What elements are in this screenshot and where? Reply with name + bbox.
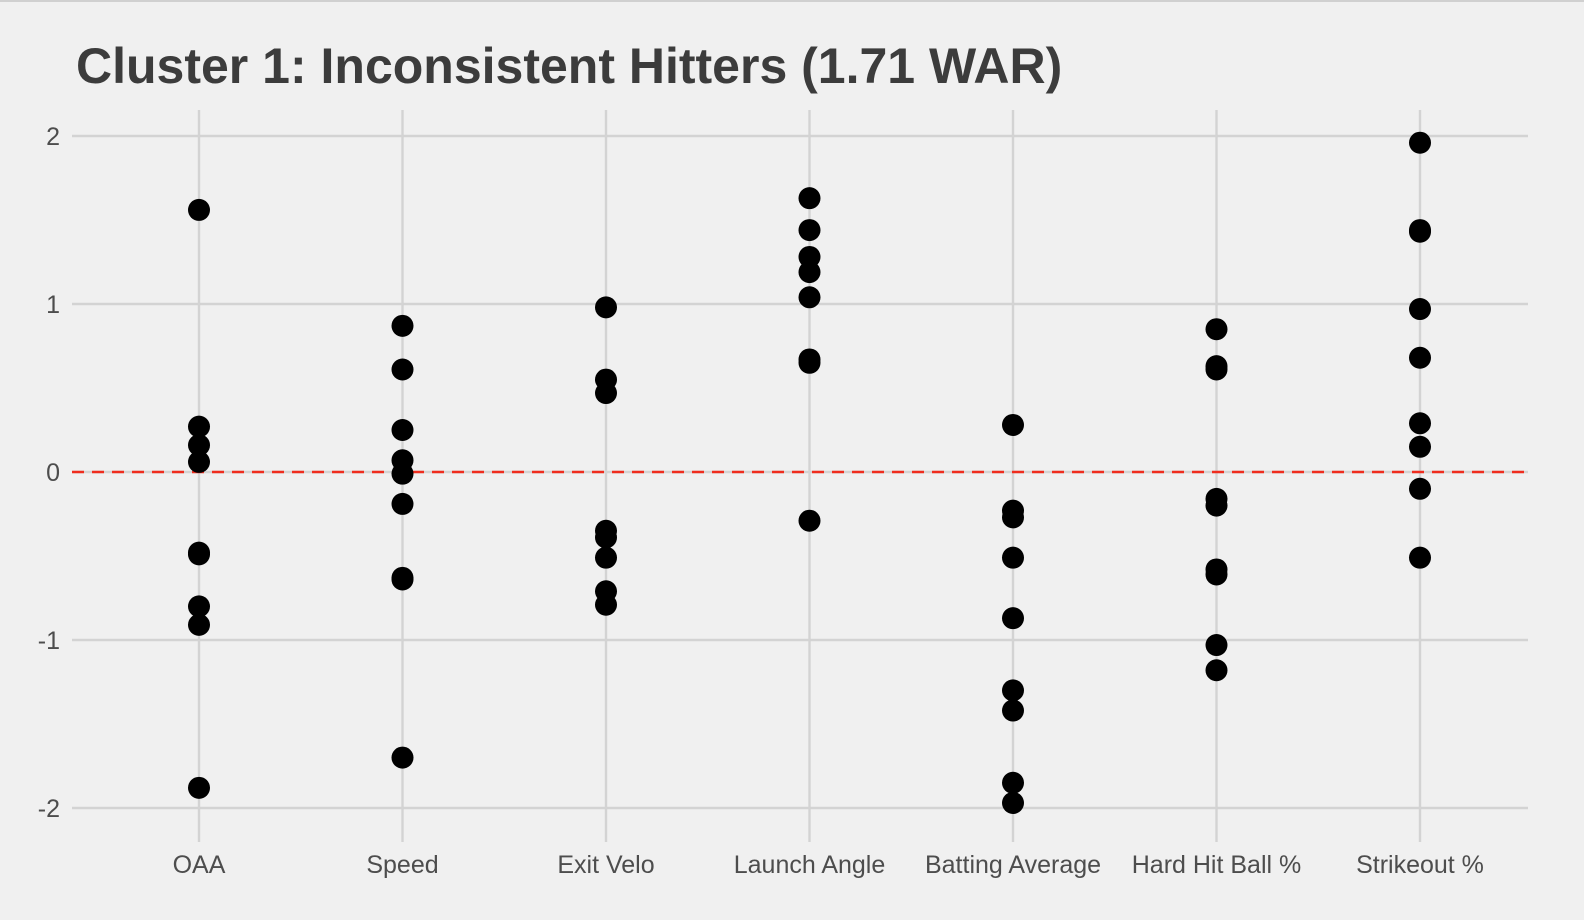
data-point	[391, 358, 414, 381]
data-point	[1205, 634, 1228, 657]
data-point	[1205, 494, 1228, 517]
data-point	[595, 526, 617, 549]
x-tick-label: Hard Hit Ball %	[1132, 851, 1302, 879]
data-point	[188, 543, 210, 566]
points-layer	[188, 131, 1431, 814]
data-point	[1002, 699, 1024, 722]
data-point	[391, 419, 414, 441]
chart-title: Cluster 1: Inconsistent Hitters (1.71 WA…	[76, 38, 1062, 94]
top-rule	[0, 0, 1584, 2]
y-tick-label: 2	[46, 123, 60, 151]
data-point	[798, 286, 821, 309]
data-point	[188, 613, 210, 636]
data-point	[391, 462, 414, 485]
data-point	[1409, 546, 1431, 569]
data-point	[595, 593, 617, 616]
data-point	[798, 245, 821, 268]
data-point	[188, 776, 210, 799]
data-point	[391, 568, 414, 591]
data-point	[1002, 679, 1024, 702]
data-point	[1002, 546, 1024, 569]
data-point	[798, 187, 821, 210]
data-point	[1002, 506, 1024, 529]
data-point	[391, 492, 414, 515]
data-point	[188, 450, 210, 473]
data-point	[1409, 477, 1431, 500]
x-tick-label: OAA	[173, 851, 226, 879]
x-tick-label: Speed	[366, 851, 438, 879]
x-tick-label: Strikeout %	[1356, 851, 1484, 879]
data-point	[1409, 298, 1431, 321]
data-point	[391, 746, 414, 769]
y-tick-label: 0	[46, 459, 60, 487]
axis-labels-layer: 2 1 0 -1 -2 OAA Speed Exit Velo Launch Angle Batt…	[38, 123, 1484, 879]
data-point	[391, 314, 414, 337]
data-point	[1205, 659, 1228, 682]
data-point	[1002, 607, 1024, 630]
x-tick-label: Batting Average	[925, 851, 1101, 879]
data-point	[1409, 412, 1431, 435]
data-point	[188, 434, 210, 457]
data-point	[188, 595, 210, 618]
data-point	[1002, 771, 1024, 794]
y-tick-label: -1	[38, 627, 60, 655]
y-tick-label: -2	[38, 795, 60, 823]
data-point	[1409, 220, 1431, 243]
data-point	[1205, 318, 1228, 341]
data-point	[798, 351, 821, 374]
data-point	[798, 219, 821, 242]
data-point	[1409, 346, 1431, 369]
data-point	[188, 198, 210, 221]
data-point	[1205, 563, 1228, 586]
data-point	[1409, 435, 1431, 458]
data-point	[798, 261, 821, 284]
data-point	[1002, 791, 1024, 814]
grid-layer	[72, 110, 1528, 842]
data-point	[1409, 131, 1431, 154]
data-point	[188, 415, 210, 438]
data-point	[595, 546, 617, 569]
data-point	[595, 382, 617, 405]
x-tick-label: Launch Angle	[734, 851, 886, 879]
x-tick-label: Exit Velo	[557, 851, 654, 879]
y-tick-label: 1	[46, 291, 60, 319]
data-point	[1002, 413, 1024, 436]
data-point	[595, 296, 617, 319]
data-point	[798, 509, 821, 532]
data-point	[1205, 358, 1228, 381]
